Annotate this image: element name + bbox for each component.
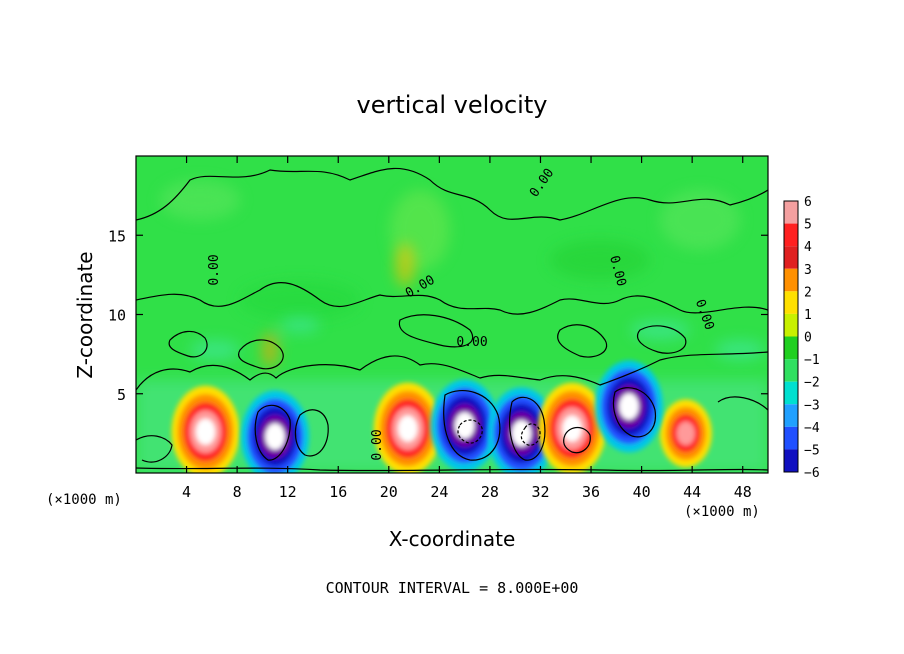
colorbar-frame	[783, 200, 799, 473]
velocity-cell	[594, 360, 663, 453]
x-tick-label: 12	[279, 483, 297, 501]
velocity-cell	[171, 385, 240, 473]
cells-layer	[171, 360, 712, 473]
velocity-cell	[430, 379, 499, 472]
velocity-cell	[373, 382, 442, 473]
colorbar-label: 4	[804, 240, 812, 255]
velocity-field	[136, 156, 768, 473]
x-tick-label: 4	[182, 483, 191, 501]
contour-interval-note: CONTOUR INTERVAL = 8.000E+00	[326, 579, 579, 597]
x-axis: 4 8 12 16 20 24 28 32 36 40 44 48	[182, 156, 752, 501]
colorbar-label: 1	[804, 308, 812, 323]
colorbar-swatch	[784, 223, 798, 247]
colorbar-label: 2	[804, 285, 812, 300]
x-tick-label: 20	[380, 483, 398, 501]
x-tick-label: 16	[329, 483, 347, 501]
contour-label: 0.00	[456, 335, 487, 350]
colorbar-label: 0	[804, 331, 812, 346]
colorbar-swatch	[784, 291, 798, 314]
colorbar-label: 3	[804, 263, 812, 278]
y-axis-label: Z-coordinate	[73, 251, 97, 378]
colorbar-label: −6	[804, 466, 820, 481]
colorbar-label: −3	[804, 398, 820, 413]
y-tick-label: 5	[117, 386, 126, 404]
y-tick-label: 10	[108, 307, 126, 325]
colorbar-swatch	[784, 201, 798, 224]
contour-lines	[136, 167, 768, 472]
x-unit-right: (×1000 m)	[684, 504, 760, 520]
x-tick-label: 24	[430, 483, 448, 501]
colorbar-label: 6	[804, 195, 812, 210]
colorbar-swatch	[784, 404, 798, 427]
colorbar-label: −5	[804, 443, 820, 458]
contour-label: 0.00	[370, 429, 385, 460]
colorbar: 6 5 4 3 2 1 0 −1 −2 −3 −4 −5 −6	[783, 195, 820, 481]
colorbar-swatch	[784, 246, 798, 269]
contour-label: 0.00	[207, 254, 222, 285]
x-tick-label: 8	[233, 483, 242, 501]
colorbar-swatch	[784, 426, 798, 450]
chart-title: vertical velocity	[357, 91, 548, 119]
colorbar-swatch	[784, 313, 798, 337]
y-tick-label: 15	[108, 227, 126, 245]
x-tick-label: 36	[582, 483, 600, 501]
colorbar-label: −2	[804, 376, 820, 391]
colorbar-label: −4	[804, 421, 820, 436]
colorbar-swatch	[784, 336, 798, 360]
colorbar-label: 5	[804, 218, 812, 233]
colorbar-swatch	[784, 381, 798, 405]
x-tick-label: 28	[481, 483, 499, 501]
x-tick-label: 44	[683, 483, 701, 501]
x-tick-label: 40	[633, 483, 651, 501]
y-axis: 5 10 15	[108, 227, 768, 404]
x-unit-left: (×1000 m)	[46, 492, 122, 508]
x-tick-label: 48	[734, 483, 752, 501]
x-axis-label: X-coordinate	[389, 527, 516, 551]
colorbar-swatch	[784, 359, 798, 382]
colorbar-swatch	[784, 449, 798, 472]
velocity-cell	[659, 399, 712, 468]
colorbar-swatch	[784, 268, 798, 292]
x-tick-label: 32	[531, 483, 549, 501]
colorbar-label: −1	[804, 353, 820, 368]
